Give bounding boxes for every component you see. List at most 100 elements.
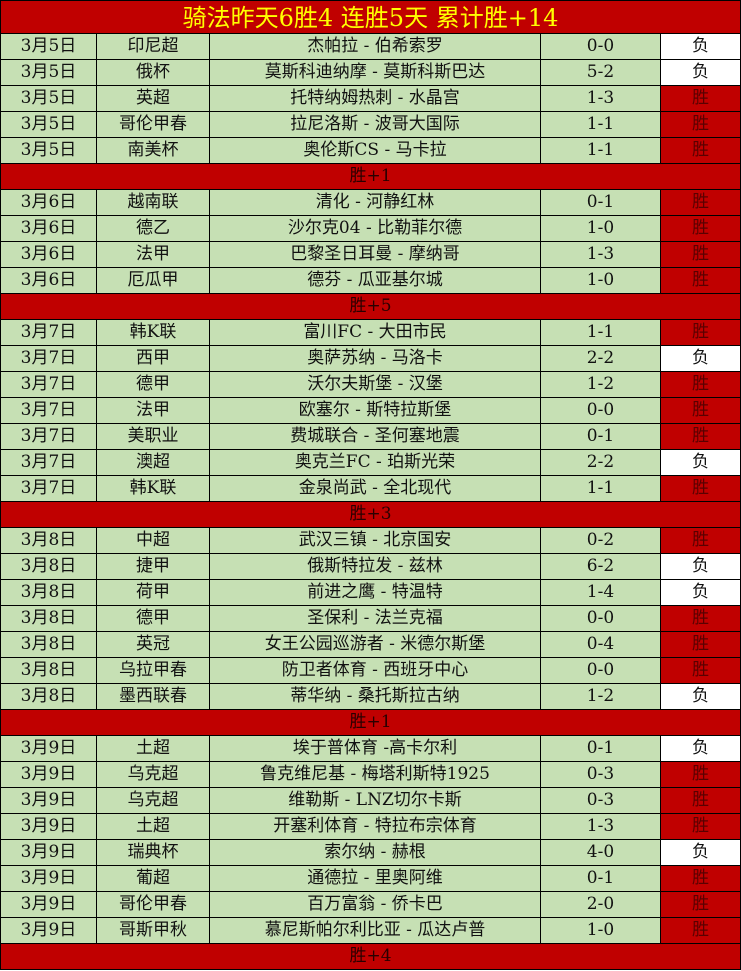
score-cell: 1-1 [541, 138, 661, 163]
table-row: 3月9日 土超 开塞利体育 - 特拉布宗体育 1-3 胜 [0, 814, 741, 840]
score-cell: 0-0 [541, 34, 661, 59]
result-cell: 胜 [661, 268, 741, 293]
score-cell: 1-1 [541, 476, 661, 501]
table-row: 3月8日 中超 武汉三镇 - 北京国安 0-2 胜 [0, 528, 741, 554]
daily-summary-row: 胜+1 [0, 164, 741, 190]
league-cell: 墨西联春 [97, 684, 210, 709]
result-cell: 胜 [661, 762, 741, 787]
league-cell: 澳超 [97, 450, 210, 475]
league-cell: 哥伦甲春 [97, 112, 210, 137]
result-cell: 负 [661, 684, 741, 709]
fixture-cell: 通德拉 - 里奥阿维 [210, 866, 541, 891]
table-row: 3月8日 墨西联春 蒂华纳 - 桑托斯拉古纳 1-2 负 [0, 684, 741, 710]
match-date-cell: 3月5日 [0, 138, 97, 163]
fixture-cell: 拉尼洛斯 - 波哥大国际 [210, 112, 541, 137]
match-date-cell: 3月7日 [0, 450, 97, 475]
fixture-cell: 清化 - 河静红林 [210, 190, 541, 215]
result-cell: 胜 [661, 788, 741, 813]
table-row: 3月7日 德甲 沃尔夫斯堡 - 汉堡 1-2 胜 [0, 372, 741, 398]
result-cell: 胜 [661, 892, 741, 917]
fixture-cell: 慕尼斯帕尔利比亚 - 瓜达卢普 [210, 918, 541, 943]
daily-summary-row: 胜+3 [0, 502, 741, 528]
fixture-cell: 德芬 - 瓜亚基尔城 [210, 268, 541, 293]
league-cell: 俄杯 [97, 60, 210, 85]
score-cell: 1-0 [541, 216, 661, 241]
score-cell: 1-2 [541, 372, 661, 397]
score-cell: 0-0 [541, 398, 661, 423]
fixture-cell: 奥萨苏纳 - 马洛卡 [210, 346, 541, 371]
result-cell: 胜 [661, 658, 741, 683]
match-date-cell: 3月7日 [0, 346, 97, 371]
fixture-cell: 防卫者体育 - 西班牙中心 [210, 658, 541, 683]
result-cell: 胜 [661, 112, 741, 137]
league-cell: 美职业 [97, 424, 210, 449]
table-row: 3月8日 乌拉甲春 防卫者体育 - 西班牙中心 0-0 胜 [0, 658, 741, 684]
table-row: 3月7日 韩K联 富川FC - 大田市民 1-1 胜 [0, 320, 741, 346]
score-cell: 0-1 [541, 866, 661, 891]
score-cell: 6-2 [541, 554, 661, 579]
title-banner: 骑法昨天6胜4 连胜5天 累计胜+14 [0, 0, 741, 34]
table-row: 3月7日 西甲 奥萨苏纳 - 马洛卡 2-2 负 [0, 346, 741, 372]
result-cell: 胜 [661, 476, 741, 501]
score-cell: 4-0 [541, 840, 661, 865]
match-date-cell: 3月9日 [0, 788, 97, 813]
league-cell: 葡超 [97, 866, 210, 891]
league-cell: 德乙 [97, 216, 210, 241]
fixture-cell: 索尔纳 - 赫根 [210, 840, 541, 865]
league-cell: 乌克超 [97, 762, 210, 787]
fixture-cell: 奥伦斯CS - 马卡拉 [210, 138, 541, 163]
score-cell: 2-2 [541, 450, 661, 475]
score-cell: 1-3 [541, 814, 661, 839]
result-cell: 胜 [661, 190, 741, 215]
table-row: 3月6日 德乙 沙尔克04 - 比勒菲尔德 1-0 胜 [0, 216, 741, 242]
match-date-cell: 3月8日 [0, 580, 97, 605]
fixture-cell: 富川FC - 大田市民 [210, 320, 541, 345]
result-cell: 胜 [661, 866, 741, 891]
match-date-cell: 3月9日 [0, 840, 97, 865]
result-cell: 负 [661, 554, 741, 579]
fixture-cell: 武汉三镇 - 北京国安 [210, 528, 541, 553]
result-cell: 负 [661, 346, 741, 371]
table-row: 3月5日 南美杯 奥伦斯CS - 马卡拉 1-1 胜 [0, 138, 741, 164]
match-date-cell: 3月5日 [0, 34, 97, 59]
score-cell: 0-3 [541, 788, 661, 813]
match-date-cell: 3月5日 [0, 86, 97, 111]
fixture-cell: 鲁克维尼基 - 梅塔利斯特1925 [210, 762, 541, 787]
match-date-cell: 3月6日 [0, 242, 97, 267]
match-date-cell: 3月8日 [0, 528, 97, 553]
result-cell: 胜 [661, 320, 741, 345]
league-cell: 哥斯甲秋 [97, 918, 210, 943]
league-cell: 土超 [97, 814, 210, 839]
match-date-cell: 3月9日 [0, 736, 97, 761]
score-cell: 1-1 [541, 112, 661, 137]
league-cell: 哥伦甲春 [97, 892, 210, 917]
fixture-cell: 欧塞尔 - 斯特拉斯堡 [210, 398, 541, 423]
result-cell: 胜 [661, 398, 741, 423]
table-row: 3月8日 荷甲 前进之鹰 - 特温特 1-4 负 [0, 580, 741, 606]
result-cell: 胜 [661, 918, 741, 943]
match-date-cell: 3月8日 [0, 632, 97, 657]
table-row: 3月6日 法甲 巴黎圣日耳曼 - 摩纳哥 1-3 胜 [0, 242, 741, 268]
league-cell: 法甲 [97, 242, 210, 267]
result-cell: 负 [661, 60, 741, 85]
match-date-cell: 3月7日 [0, 320, 97, 345]
score-cell: 1-2 [541, 684, 661, 709]
fixture-cell: 埃于普体育 -高卡尔利 [210, 736, 541, 761]
result-cell: 胜 [661, 606, 741, 631]
score-cell: 1-1 [541, 320, 661, 345]
result-cell: 负 [661, 34, 741, 59]
league-cell: 乌克超 [97, 788, 210, 813]
table-row: 3月9日 瑞典杯 索尔纳 - 赫根 4-0 负 [0, 840, 741, 866]
match-date-cell: 3月9日 [0, 814, 97, 839]
fixture-cell: 前进之鹰 - 特温特 [210, 580, 541, 605]
fixture-cell: 百万富翁 - 侨卡巴 [210, 892, 541, 917]
match-date-cell: 3月7日 [0, 372, 97, 397]
table-row: 3月9日 乌克超 维勒斯 - LNZ切尔卡斯 0-3 胜 [0, 788, 741, 814]
match-date-cell: 3月6日 [0, 216, 97, 241]
score-cell: 0-1 [541, 736, 661, 761]
result-cell: 负 [661, 840, 741, 865]
result-cell: 胜 [661, 242, 741, 267]
match-date-cell: 3月5日 [0, 60, 97, 85]
league-cell: 越南联 [97, 190, 210, 215]
fixture-cell: 托特纳姆热刺 - 水晶宫 [210, 86, 541, 111]
